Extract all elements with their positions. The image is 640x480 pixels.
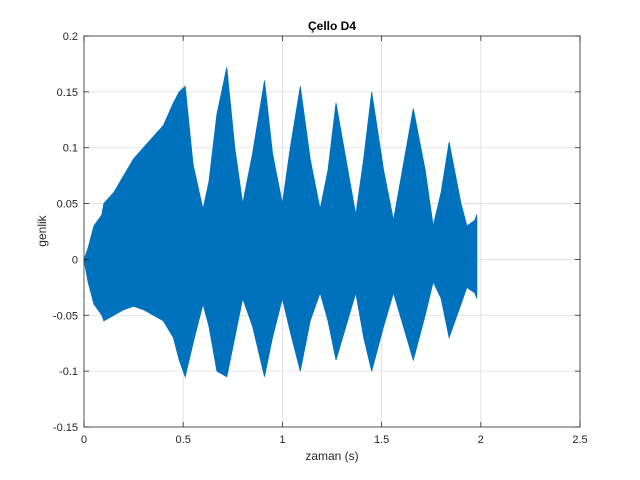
x-tick-label: 0.5 [176,434,191,446]
plot-area-frame [83,35,581,428]
y-tick-label: -0.15 [53,422,78,434]
y-tick-label: 0.2 [63,31,78,43]
x-tick-label: 1 [279,434,285,446]
chart-title: Çello D4 [308,19,356,33]
y-tick-label: 0.05 [57,199,78,211]
y-tick-label: -0.05 [53,310,78,322]
y-axis-label: genlik [35,214,49,246]
y-tick-label: -0.1 [59,366,78,378]
y-tick-label: 0 [72,254,78,266]
axis-ticks: 0 0.5 1 1.5 2 2.5 -0.15 -0.1 -0.05 0 0.05 0.1 0.15 0.… [53,31,588,446]
x-tick-label: 2.5 [572,434,587,446]
x-tick-label: 2 [478,434,484,446]
waveform-series [83,67,478,379]
waveform-oscillation [84,73,478,377]
y-tick-label: 0.15 [57,87,78,99]
x-tick-label: 0 [81,434,87,446]
y-tick-label: 0.1 [63,143,78,155]
x-tick-label: 1.5 [374,434,389,446]
x-axis-label: zaman (s) [305,449,358,463]
